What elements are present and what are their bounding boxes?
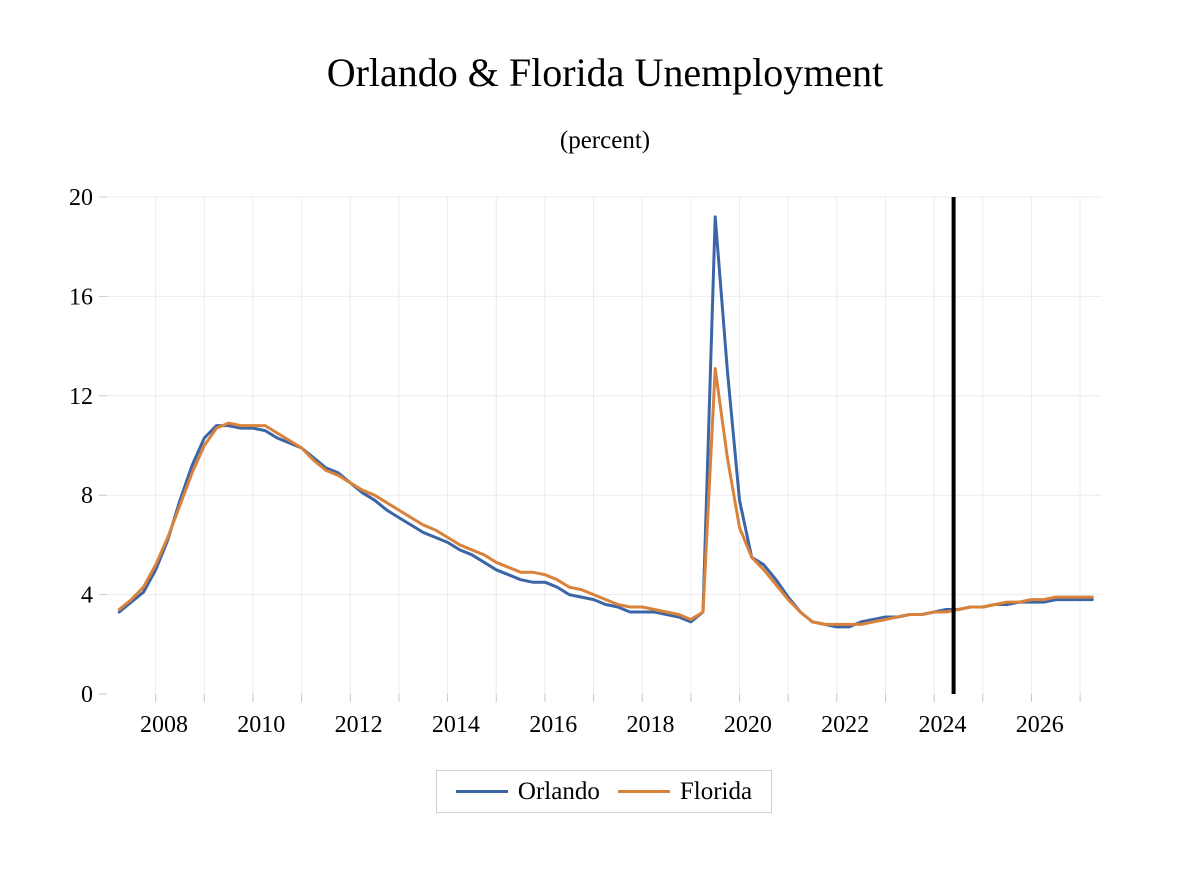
legend-swatch-orlando bbox=[455, 790, 508, 793]
x-tick-label-2010: 2010 bbox=[237, 712, 285, 738]
x-tick-label-2008: 2008 bbox=[140, 712, 188, 738]
x-tick-label-2022: 2022 bbox=[821, 712, 869, 738]
legend-swatch-florida bbox=[617, 790, 670, 793]
x-tick-label-2020: 2020 bbox=[724, 712, 772, 738]
y-tick-label-16: 16 bbox=[69, 284, 93, 310]
x-tick-label-2012: 2012 bbox=[335, 712, 383, 738]
chart-title: Orlando & Florida Unemployment bbox=[326, 50, 884, 95]
axis-layer: 0 4 8 12 16 20 2008 2010 2012 2014 2016 2018 2020 202… bbox=[69, 185, 1081, 738]
series-line-florida bbox=[117, 367, 1094, 626]
legend-item-orlando: Orlando bbox=[455, 777, 600, 806]
legend-item-florida: Florida bbox=[617, 777, 753, 806]
legend-label-orlando: Orlando bbox=[517, 777, 600, 805]
x-tick-label-2014: 2014 bbox=[432, 712, 480, 738]
y-tick-label-8: 8 bbox=[81, 483, 93, 509]
x-tick-label-2026: 2026 bbox=[1016, 712, 1064, 738]
y-tick-label-4: 4 bbox=[81, 583, 93, 609]
y-tick-label-12: 12 bbox=[69, 384, 93, 410]
chart-subtitle: (percent) bbox=[559, 127, 651, 154]
y-tick-label-0: 0 bbox=[81, 682, 93, 708]
x-tick-label-2018: 2018 bbox=[627, 712, 675, 738]
y-tick-label-20: 20 bbox=[69, 185, 93, 211]
x-tick-label-2016: 2016 bbox=[529, 712, 577, 738]
x-tick-label-2024: 2024 bbox=[918, 712, 966, 738]
series-line-orlando bbox=[117, 215, 1094, 629]
legend-label-florida: Florida bbox=[679, 777, 753, 805]
chart-legend: Orlando Florida bbox=[436, 770, 772, 813]
series-layer bbox=[117, 215, 1094, 629]
